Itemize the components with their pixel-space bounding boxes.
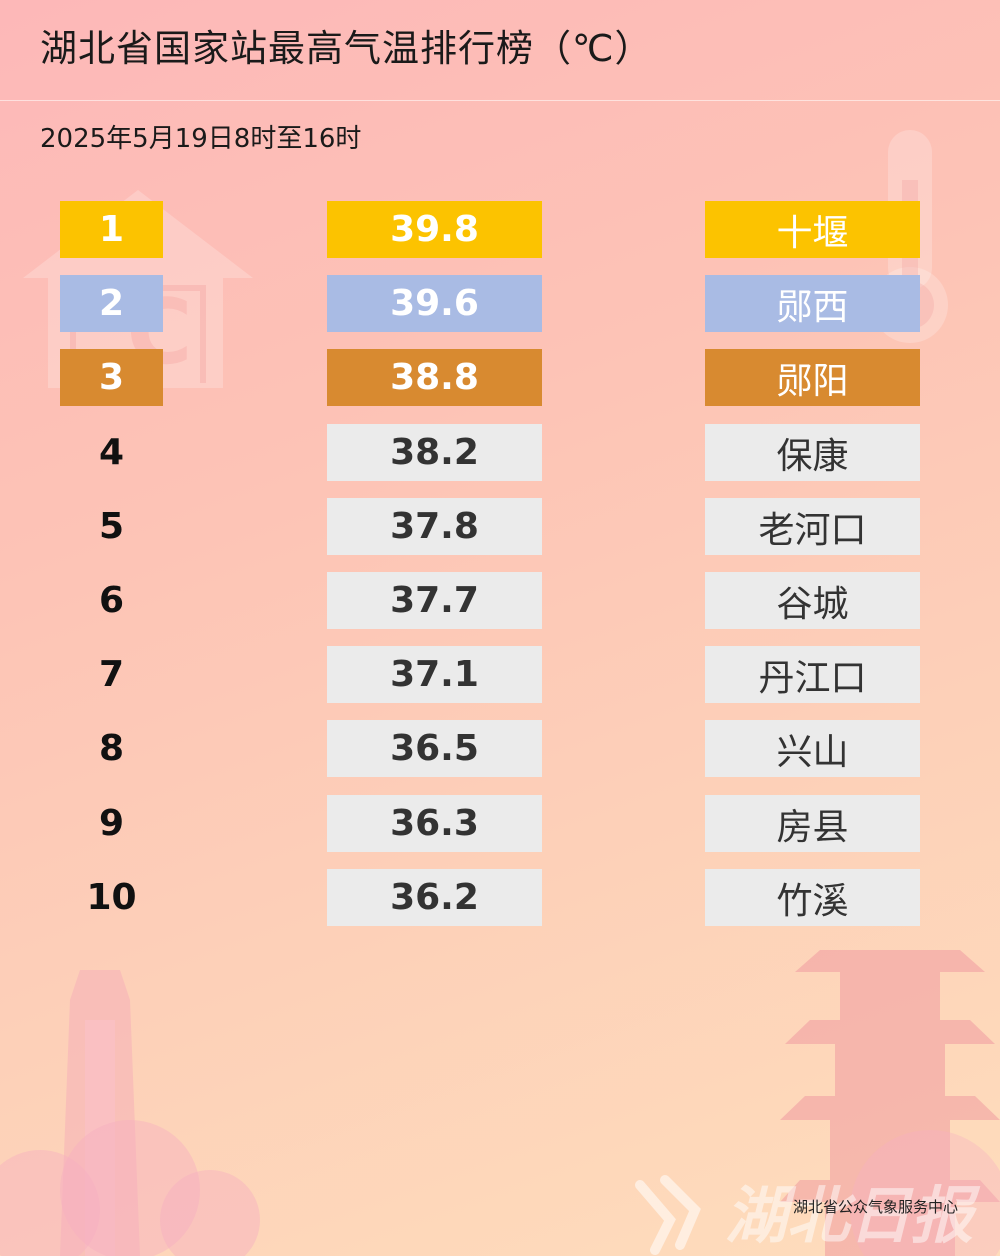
ranking-row: 7 37.1 丹江口	[0, 646, 1000, 703]
ranking-row: 5 37.8 老河口	[0, 498, 1000, 555]
rank-cell: 7	[98, 654, 125, 695]
station-cell: 房县	[705, 795, 920, 852]
rank-cell: 6	[98, 580, 125, 621]
rank-cell: 4	[98, 432, 125, 473]
station-cell: 郧阳	[705, 349, 920, 406]
rank-cell: 8	[98, 728, 125, 769]
cloud-illustration	[0, 1120, 260, 1256]
temperature-cell: 36.2	[327, 869, 542, 926]
rank-cell: 1	[60, 201, 163, 258]
ranking-row: 6 37.7 谷城	[0, 572, 1000, 629]
temperature-cell: 37.7	[327, 572, 542, 629]
temperature-cell: 37.1	[327, 646, 542, 703]
station-cell: 老河口	[705, 498, 920, 555]
temperature-cell: 38.2	[327, 424, 542, 481]
rank-cell: 3	[60, 349, 163, 406]
ranking-row: 8 36.5 兴山	[0, 720, 1000, 777]
station-cell: 保康	[705, 424, 920, 481]
temperature-cell: 39.6	[327, 275, 542, 332]
temperature-cell: 36.3	[327, 795, 542, 852]
station-cell: 谷城	[705, 572, 920, 629]
temperature-cell: 39.8	[327, 201, 542, 258]
rank-cell: 2	[60, 275, 163, 332]
temperature-cell: 38.8	[327, 349, 542, 406]
station-cell: 兴山	[705, 720, 920, 777]
source-footer: 湖北省公众气象服务中心	[792, 1198, 958, 1216]
ranking-row: 4 38.2 保康	[0, 424, 1000, 481]
station-cell: 丹江口	[705, 646, 920, 703]
date-range: 2025年5月19日8时至16时	[40, 124, 362, 154]
station-cell: 郧西	[705, 275, 920, 332]
ranking-row: 3 38.8 郧阳	[0, 349, 1000, 406]
ranking-row: 1 39.8 十堰	[0, 201, 1000, 258]
rank-cell: 9	[98, 803, 125, 844]
station-cell: 十堰	[705, 201, 920, 258]
ranking-row: 2 39.6 郧西	[0, 275, 1000, 332]
page-title: 湖北省国家站最高气温排行榜（℃）	[40, 27, 653, 70]
ranking-row: 10 36.2 竹溪	[0, 869, 1000, 926]
temperature-cell: 36.5	[327, 720, 542, 777]
header-divider	[0, 100, 1000, 101]
tower-illustration	[60, 970, 140, 1256]
station-cell: 竹溪	[705, 869, 920, 926]
temperature-cell: 37.8	[327, 498, 542, 555]
rank-cell: 5	[98, 506, 125, 547]
rank-cell: 10	[86, 877, 137, 918]
ranking-row: 9 36.3 房县	[0, 795, 1000, 852]
